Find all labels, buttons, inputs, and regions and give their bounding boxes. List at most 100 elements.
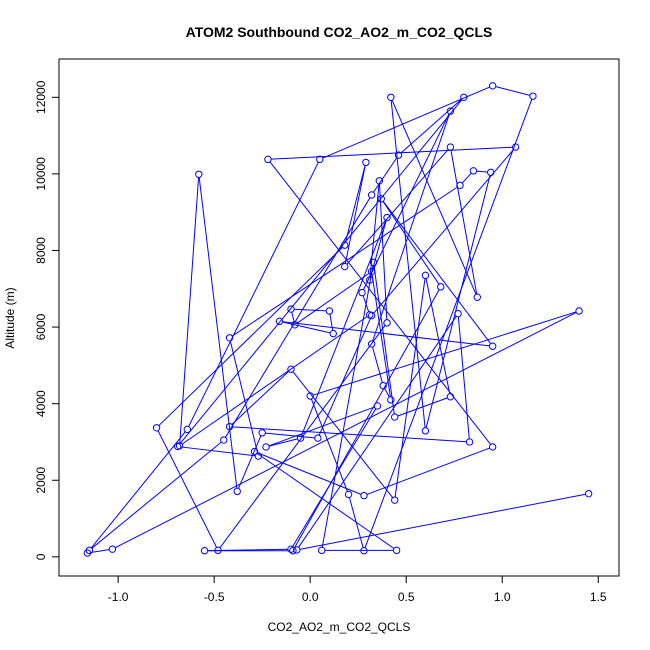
data-point xyxy=(214,546,222,555)
series-segment xyxy=(457,316,470,439)
series-segment xyxy=(157,430,218,548)
series-segment xyxy=(232,426,467,443)
series-segment xyxy=(495,86,530,96)
series-segment xyxy=(291,312,295,322)
series-segment xyxy=(115,311,577,549)
series-segment xyxy=(179,99,463,445)
y-tick-label: 12000 xyxy=(34,80,48,114)
data-point xyxy=(446,393,455,401)
data-point xyxy=(392,546,401,555)
series-segment xyxy=(345,165,366,243)
series-segment xyxy=(180,446,256,457)
data-point xyxy=(233,487,241,496)
data-point xyxy=(369,258,378,267)
series-segment xyxy=(370,220,387,278)
data-point xyxy=(446,143,455,151)
series-segment xyxy=(371,274,391,397)
data-point xyxy=(316,155,324,164)
data-point xyxy=(454,309,462,318)
data-point xyxy=(325,307,334,315)
series-segment xyxy=(382,201,440,285)
x-tick-label: -1.0 xyxy=(108,590,129,604)
series-segment xyxy=(257,452,362,495)
data-point xyxy=(358,288,366,297)
data-point xyxy=(152,424,161,432)
series-segment xyxy=(238,435,262,489)
data-point xyxy=(383,213,391,222)
series-segment xyxy=(450,150,478,295)
series-segment xyxy=(322,86,490,159)
series-segment xyxy=(91,441,222,549)
y-tick-label: 10000 xyxy=(34,157,48,191)
series-segment xyxy=(268,438,298,447)
data-point xyxy=(264,155,272,164)
data-point xyxy=(367,340,376,348)
data-point xyxy=(341,262,349,271)
series-segment xyxy=(297,272,370,324)
data-point xyxy=(362,158,370,167)
data-point xyxy=(225,422,234,431)
series-segment xyxy=(390,100,426,428)
series-segment xyxy=(369,183,380,277)
series-segment xyxy=(461,172,472,184)
series-segment xyxy=(391,100,477,295)
series-segment xyxy=(364,98,533,548)
data-point xyxy=(421,271,430,280)
data-point xyxy=(446,107,455,115)
data-point xyxy=(183,425,191,434)
data-point xyxy=(318,546,326,555)
data-point xyxy=(387,396,395,404)
y-tick-label: 4000 xyxy=(34,390,48,417)
series-segment xyxy=(294,289,440,549)
data-point xyxy=(108,545,117,553)
data-point xyxy=(387,93,395,102)
x-tick-label: 1.0 xyxy=(494,590,511,604)
data-point xyxy=(421,427,430,435)
series-segment xyxy=(90,549,110,554)
data-point xyxy=(200,547,209,555)
data-point xyxy=(367,267,376,276)
data-point xyxy=(360,547,368,555)
series-segment xyxy=(271,146,513,160)
data-point xyxy=(394,151,403,159)
series-segment xyxy=(366,447,490,495)
data-point xyxy=(456,181,464,190)
series-segment xyxy=(188,161,319,427)
data-point xyxy=(306,392,314,400)
data-point xyxy=(296,434,305,442)
series-segment xyxy=(198,177,238,489)
series-segment xyxy=(265,432,315,439)
series-segment xyxy=(294,308,327,312)
data-point xyxy=(511,143,520,151)
series-segment xyxy=(373,157,398,193)
series-segment xyxy=(372,113,450,342)
y-tick-label: 8000 xyxy=(34,237,48,264)
series-segment xyxy=(158,246,343,426)
data-point xyxy=(360,491,368,500)
series-segment xyxy=(344,165,366,264)
series-segment xyxy=(476,170,488,173)
series-segment xyxy=(384,388,390,398)
data-point xyxy=(383,319,391,327)
x-tick-label: 0.0 xyxy=(302,590,319,604)
data-point xyxy=(390,496,399,504)
y-axis-label: Altitude (m) xyxy=(3,287,17,348)
data-point xyxy=(341,241,349,249)
data-point xyxy=(465,438,474,446)
series-segment xyxy=(256,452,395,549)
data-point xyxy=(225,334,234,342)
series-segment xyxy=(229,340,259,454)
series-segment xyxy=(425,278,451,394)
y-tick-label: 6000 xyxy=(34,313,48,340)
data-point xyxy=(195,170,203,178)
y-axis: 0 2000 4000 6000 8000 10000 12000 xyxy=(34,80,60,560)
series-segment xyxy=(282,321,331,334)
series-points xyxy=(83,82,593,557)
series-segment xyxy=(231,371,289,425)
data-point xyxy=(344,490,353,499)
series-segment xyxy=(425,175,491,428)
data-point xyxy=(258,429,266,437)
data-point xyxy=(366,276,374,284)
